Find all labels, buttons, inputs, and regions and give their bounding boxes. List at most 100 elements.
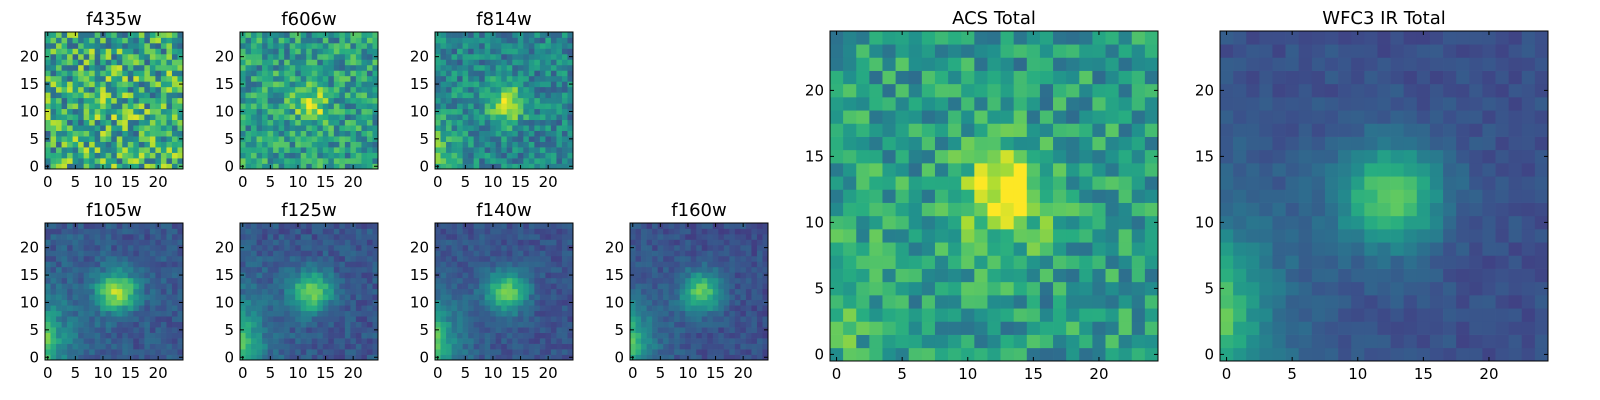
heatmap-cell (635, 343, 642, 350)
heatmap-cell (361, 327, 368, 333)
heatmap-cell (83, 32, 90, 38)
heatmap-cell (451, 130, 458, 137)
heatmap-cell (166, 119, 173, 126)
heatmap-cell (116, 48, 123, 55)
heatmap-cell (328, 42, 335, 49)
heatmap-cell (83, 316, 90, 322)
x-tick-label: 0 (238, 173, 248, 191)
heatmap-cell (56, 349, 62, 355)
heatmap-cell (289, 158, 296, 164)
heatmap-cell (630, 239, 636, 246)
heatmap-cell (523, 130, 530, 137)
heatmap-cell (256, 321, 263, 328)
heatmap-cell (462, 305, 469, 312)
heatmap-cell (550, 163, 557, 170)
heatmap-cell (652, 354, 658, 361)
heatmap-cell (256, 305, 263, 312)
heatmap-cell (89, 223, 96, 229)
heatmap-cell (567, 158, 574, 164)
heatmap-cell (344, 59, 351, 66)
heatmap-cell (495, 59, 502, 66)
heatmap-cell (122, 233, 129, 240)
heatmap-cell (251, 338, 257, 344)
heatmap-cell (350, 283, 357, 290)
heatmap-cell (333, 108, 340, 115)
heatmap-cell (67, 332, 73, 339)
heatmap-cell (372, 277, 379, 284)
heatmap-cell (83, 255, 90, 262)
heatmap-cell (723, 266, 730, 273)
heatmap-cell (462, 244, 469, 251)
heatmap-cell (155, 261, 162, 268)
heatmap-cell (61, 42, 68, 49)
heatmap-cell (490, 125, 497, 131)
heatmap-cell (490, 103, 497, 110)
heatmap-cell (457, 277, 463, 284)
heatmap-cell (344, 152, 351, 159)
heatmap-cell (333, 147, 340, 153)
heatmap-cell (155, 294, 162, 301)
heatmap-cell (278, 228, 285, 235)
heatmap-cell (149, 125, 156, 131)
heatmap-cell (495, 37, 502, 44)
heatmap-cell (361, 48, 368, 55)
heatmap-cell (646, 266, 653, 273)
heatmap-cell (256, 338, 263, 344)
heatmap-cell (339, 233, 346, 240)
heatmap-cell (440, 321, 447, 328)
heatmap-cell (512, 163, 519, 170)
heatmap-cell (372, 294, 379, 301)
heatmap-cell (446, 332, 452, 339)
heatmap-cell (100, 261, 107, 268)
heatmap-cell (635, 338, 642, 344)
heatmap-cell (300, 228, 307, 235)
heatmap-cell (94, 310, 101, 317)
heatmap-cell (311, 136, 318, 142)
heatmap-cell (657, 244, 664, 251)
heatmap-cell (1105, 189, 1119, 203)
heatmap-cell (45, 321, 51, 328)
heatmap-cell (94, 223, 101, 229)
heatmap-cell (267, 141, 274, 148)
y-tick-label: 0 (419, 348, 429, 366)
heatmap-cell (273, 266, 279, 273)
heatmap-cell (122, 294, 129, 301)
heatmap-cell (446, 92, 452, 99)
heatmap-cell (556, 114, 563, 121)
heatmap-cell (267, 261, 274, 268)
heatmap-cell (751, 332, 758, 339)
heatmap-cell (707, 294, 714, 301)
heatmap-cell (311, 53, 318, 60)
heatmap-cell (479, 158, 486, 164)
heatmap-cell (273, 228, 279, 235)
heatmap-cell (882, 295, 896, 309)
heatmap-cell (160, 321, 167, 328)
heatmap-cell (440, 239, 447, 246)
heatmap-cell (56, 108, 62, 115)
heatmap-cell (339, 288, 346, 295)
heatmap-cell (567, 59, 574, 66)
heatmap-cell (160, 354, 167, 361)
heatmap-cell (89, 125, 96, 131)
heatmap-cell (61, 327, 68, 333)
heatmap-cell (350, 141, 357, 148)
heatmap-cell (512, 136, 519, 142)
heatmap-cell (149, 310, 156, 317)
heatmap-cell (451, 239, 458, 246)
heatmap-cell (751, 316, 758, 322)
heatmap-cell (974, 189, 988, 203)
heatmap-cell (284, 53, 291, 60)
heatmap-cell (468, 305, 474, 312)
heatmap-cell (240, 130, 246, 137)
heatmap-cell (550, 81, 557, 88)
heatmap-cell (100, 272, 107, 279)
heatmap-cell (490, 119, 497, 126)
heatmap-cell (50, 37, 57, 44)
heatmap-cell (550, 136, 557, 142)
heatmap-cell (484, 92, 491, 99)
heatmap-cell (641, 338, 647, 344)
heatmap-cell (166, 228, 173, 235)
heatmap-cell (155, 272, 162, 279)
heatmap-cell (501, 141, 508, 148)
heatmap-cell (171, 119, 178, 126)
